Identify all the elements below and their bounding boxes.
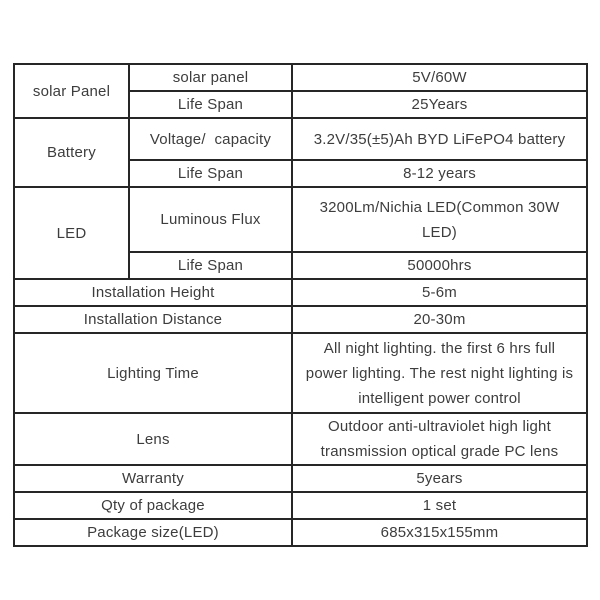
spec-value-package-size-led: 685x315x155mm (291, 518, 588, 547)
spec-value-solar-panel-life-span: 25Years (291, 90, 588, 119)
table-row: Life Span 25Years (14, 90, 588, 119)
spec-value-led-life-span: 50000hrs (291, 251, 588, 280)
spec-value-lighting-time: All night lighting. the first 6 hrs full… (291, 332, 588, 414)
spec-group-battery: Battery (13, 117, 130, 188)
spec-label-warranty: Warranty (13, 464, 293, 493)
spec-label-solar-panel-life-span: Life Span (128, 90, 293, 119)
spec-label-led-luminous-flux: Luminous Flux (128, 186, 293, 253)
spec-group-solar-panel: solar Panel (13, 63, 130, 119)
spec-label-lighting-time: Lighting Time (13, 332, 293, 414)
spec-value-battery-voltage-capacity: 3.2V/35(±5)Ah BYD LiFePO4 battery (291, 117, 588, 161)
table-row: Lens Outdoor anti-ultraviolet high light… (13, 412, 588, 466)
spec-table: solar Panel solar panel 5V/60W Life Span… (13, 63, 588, 547)
spec-value-led-luminous-flux: 3200Lm/Nichia LED(Common 30W LED) (291, 186, 588, 253)
table-row: solar Panel solar panel 5V/60W (13, 63, 588, 119)
table-row: Installation Height 5-6m (13, 278, 588, 307)
spec-value-warranty: 5years (291, 464, 588, 493)
spec-label-qty-of-package: Qty of package (13, 491, 293, 520)
table-row: Package size(LED) 685x315x155mm (13, 518, 588, 547)
spec-value-installation-height: 5-6m (291, 278, 588, 307)
table-row: Life Span 8-12 years (14, 159, 588, 188)
spec-label-led-life-span: Life Span (128, 251, 293, 280)
table-row: Qty of package 1 set (13, 491, 588, 520)
table-row: Life Span 50000hrs (14, 251, 588, 280)
spec-group-led: LED (13, 186, 130, 280)
spec-label-package-size-led: Package size(LED) (13, 518, 293, 547)
spec-value-solar-panel-power: 5V/60W (291, 63, 588, 92)
spec-value-installation-distance: 20-30m (291, 305, 588, 334)
spec-label-solar-panel: solar panel (128, 63, 293, 92)
spec-label-battery-voltage-capacity: Voltage/ capacity (128, 117, 293, 161)
table-row: Battery Voltage/ capacity 3.2V/35(±5)Ah … (13, 117, 588, 188)
table-row: Lighting Time All night lighting. the fi… (13, 332, 588, 414)
spec-label-lens: Lens (13, 412, 293, 466)
table-row: LED Luminous Flux 3200Lm/Nichia LED(Comm… (13, 186, 588, 280)
spec-label-installation-distance: Installation Distance (13, 305, 293, 334)
spec-label-battery-life-span: Life Span (128, 159, 293, 188)
spec-value-qty-of-package: 1 set (291, 491, 588, 520)
spec-label-installation-height: Installation Height (13, 278, 293, 307)
spec-value-lens: Outdoor anti-ultraviolet high light tran… (291, 412, 588, 466)
spec-value-battery-life-span: 8-12 years (291, 159, 588, 188)
table-row: Warranty 5years (13, 464, 588, 493)
table-row: Installation Distance 20-30m (13, 305, 588, 334)
